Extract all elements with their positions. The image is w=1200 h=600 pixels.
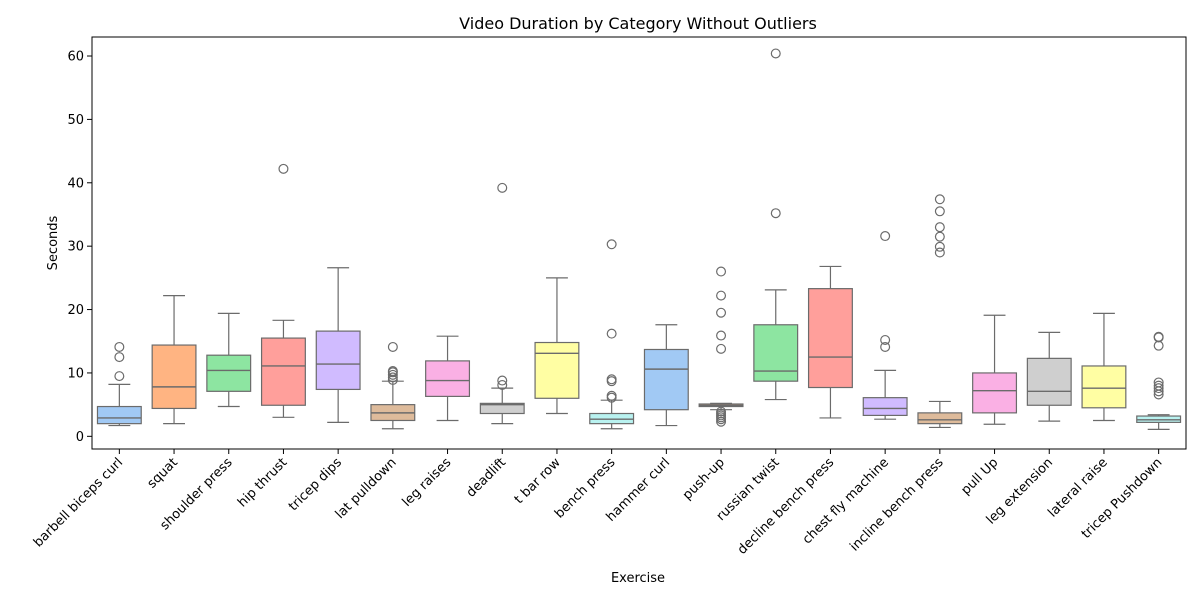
box-russian-twist <box>753 324 799 382</box>
box-lateral-raise <box>1081 365 1127 409</box>
box-tricep-dips <box>315 330 361 391</box>
y-tick-label: 50 <box>67 113 84 128</box>
outlier-point <box>934 241 945 252</box>
box-pull-up <box>972 372 1018 414</box>
outlier-point <box>770 48 781 59</box>
outlier-point <box>770 208 781 219</box>
x-tick-label: push-up <box>680 455 728 503</box>
box-squat <box>151 344 197 410</box>
outlier-point <box>1153 380 1164 391</box>
box-t-bar-row <box>534 341 580 399</box>
x-tick-label: tricep dips <box>286 455 345 514</box>
outlier-point <box>880 341 891 352</box>
y-tick-label: 40 <box>67 176 84 191</box>
outlier-point <box>114 341 125 352</box>
box-incline-bench-press <box>917 412 963 425</box>
outlier-point <box>716 266 727 277</box>
outlier-point <box>934 194 945 205</box>
outlier-point <box>114 352 125 363</box>
y-tick-label: 0 <box>76 430 84 445</box>
x-tick-label: deadlift <box>464 455 509 500</box>
x-tick-label: decline bench press <box>735 455 838 558</box>
outlier-point <box>278 163 289 174</box>
outlier-point <box>934 222 945 233</box>
plot-frame <box>91 36 1187 450</box>
x-tick-label: hip thrust <box>235 455 290 510</box>
x-tick-label: barbell biceps curl <box>31 455 126 550</box>
y-axis-label: Seconds <box>46 215 61 270</box>
box-leg-extension <box>1026 357 1072 406</box>
outlier-point <box>387 341 398 352</box>
outlier-point <box>497 375 508 386</box>
outlier-point <box>880 231 891 242</box>
outlier-point <box>880 334 891 345</box>
outlier-point <box>716 330 727 341</box>
y-tick-label: 30 <box>67 240 84 255</box>
outlier-point <box>934 206 945 217</box>
outlier-point <box>1153 340 1164 351</box>
x-tick-label: squat <box>145 455 181 491</box>
outlier-point <box>606 390 617 401</box>
x-tick-label: leg raises <box>400 455 455 510</box>
chart-title: Video Duration by Category Without Outli… <box>459 14 817 33</box>
outlier-point <box>934 247 945 258</box>
outlier-point <box>387 372 398 383</box>
x-tick-label: t bar row <box>512 455 564 507</box>
outlier-point <box>1153 331 1164 342</box>
outlier-point <box>387 366 398 377</box>
outlier-point <box>1153 377 1164 388</box>
box-hip-thrust <box>260 337 306 406</box>
y-tick-label: 10 <box>67 366 84 381</box>
box-deadlift <box>479 402 525 415</box>
outlier-point <box>114 371 125 382</box>
x-tick-label: incline bench press <box>847 455 946 554</box>
y-tick-label: 60 <box>67 50 84 65</box>
box-chest-fly-machine <box>862 397 908 417</box>
outlier-point <box>497 379 508 390</box>
outlier-point <box>1153 383 1164 394</box>
y-tick-label: 20 <box>67 303 84 318</box>
outlier-point <box>934 231 945 242</box>
outlier-point <box>716 343 727 354</box>
outlier-point <box>606 374 617 385</box>
outlier-point <box>387 369 398 380</box>
box-hammer-curl <box>643 348 689 411</box>
outlier-point <box>497 182 508 193</box>
box-barbell-biceps-curl <box>96 405 142 425</box>
outlier-point <box>716 290 727 301</box>
outlier-point <box>716 406 727 417</box>
box-leg-raises <box>425 360 471 397</box>
outlier-point <box>716 307 727 318</box>
x-axis-label: Exercise <box>611 571 665 586</box>
outlier-point <box>606 328 617 339</box>
x-tick-label: pull Up <box>959 455 1002 498</box>
box-decline-bench-press <box>807 288 853 389</box>
outlier-point <box>606 239 617 250</box>
box-shoulder-press <box>206 354 252 392</box>
